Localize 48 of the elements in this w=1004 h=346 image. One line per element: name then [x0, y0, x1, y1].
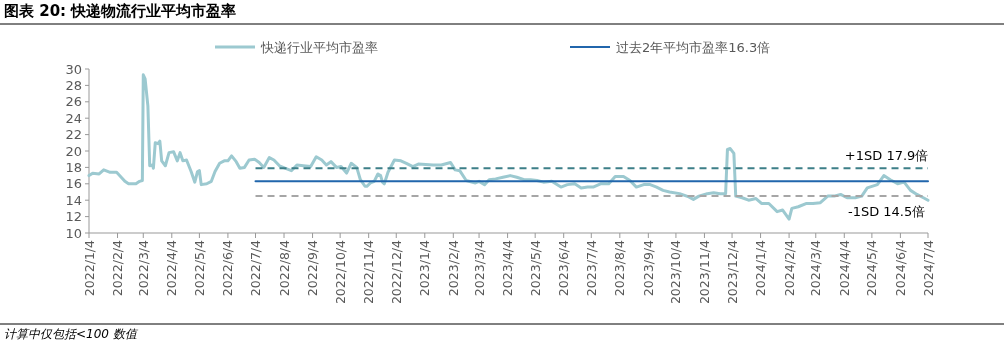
y-tick-label: 14 — [65, 192, 82, 208]
x-tick-label: 2024/3/4 — [808, 239, 824, 297]
annotation: +1SD 17.9倍 — [844, 148, 929, 164]
x-tick-label: 2022/5/4 — [191, 239, 207, 297]
x-tick-label: 2023/7/4 — [583, 239, 599, 297]
x-tick-label: 2023/4/4 — [500, 239, 516, 297]
y-tick-label: 30 — [65, 61, 82, 77]
y-tick-label: 24 — [65, 110, 82, 126]
x-tick-label: 2024/6/4 — [892, 239, 908, 297]
x-tick-label: 2022/1/4 — [81, 239, 97, 297]
x-tick-label: 2022/3/4 — [135, 239, 151, 297]
x-tick-label: 2024/4/4 — [836, 239, 852, 297]
x-tick-label: 2023/10/4 — [668, 239, 684, 305]
x-tick-label: 2024/2/4 — [781, 239, 797, 297]
x-tick-label: 2022/12/4 — [388, 239, 404, 305]
x-tick-label: 2024/1/4 — [753, 239, 769, 297]
y-tick-label: 20 — [65, 143, 82, 159]
x-tick-label: 2023/1/4 — [417, 239, 433, 297]
x-tick-label: 2022/2/4 — [110, 239, 126, 297]
x-tick-label: 2022/8/4 — [276, 239, 292, 297]
y-tick-label: 26 — [65, 94, 82, 110]
y-tick-label: 22 — [65, 127, 82, 143]
y-tick-label: 12 — [65, 209, 82, 225]
legend-label: 过去2年平均市盈率16.3倍 — [616, 40, 771, 55]
x-tick-label: 2022/4/4 — [164, 239, 180, 297]
annotation: -1SD 14.5倍 — [847, 204, 926, 220]
x-tick-label: 2023/8/4 — [612, 239, 628, 297]
y-tick-label: 16 — [65, 176, 82, 192]
text: 计算中仅包括<100 数值 — [4, 327, 139, 341]
y-tick-label: 18 — [65, 159, 82, 175]
x-tick-label: 2024/5/4 — [864, 239, 880, 297]
x-tick-label: 2023/12/4 — [724, 239, 740, 305]
x-tick-label: 2023/9/4 — [640, 239, 656, 297]
x-tick-label: 2023/11/4 — [696, 239, 712, 305]
x-tick-label: 2022/9/4 — [305, 239, 321, 297]
x-tick-label: 2022/6/4 — [220, 239, 236, 297]
x-tick-label: 2022/7/4 — [248, 239, 264, 297]
y-tick-label: 28 — [65, 77, 82, 93]
chart-title: 图表 20: 快递物流行业平均市盈率 — [4, 2, 237, 20]
x-tick-label: 2023/3/4 — [471, 239, 487, 297]
x-tick-label: 2022/10/4 — [332, 239, 348, 305]
x-tick-label: 2023/2/4 — [445, 239, 461, 297]
y-tick-label: 10 — [65, 225, 82, 241]
x-tick-label: 2023/5/4 — [527, 239, 543, 297]
x-tick-label: 2024/7/4 — [920, 239, 936, 297]
legend-label: 快递行业平均市盈率 — [260, 40, 378, 55]
x-tick-label: 2022/11/4 — [361, 239, 377, 305]
x-tick-label: 2023/6/4 — [556, 239, 572, 297]
